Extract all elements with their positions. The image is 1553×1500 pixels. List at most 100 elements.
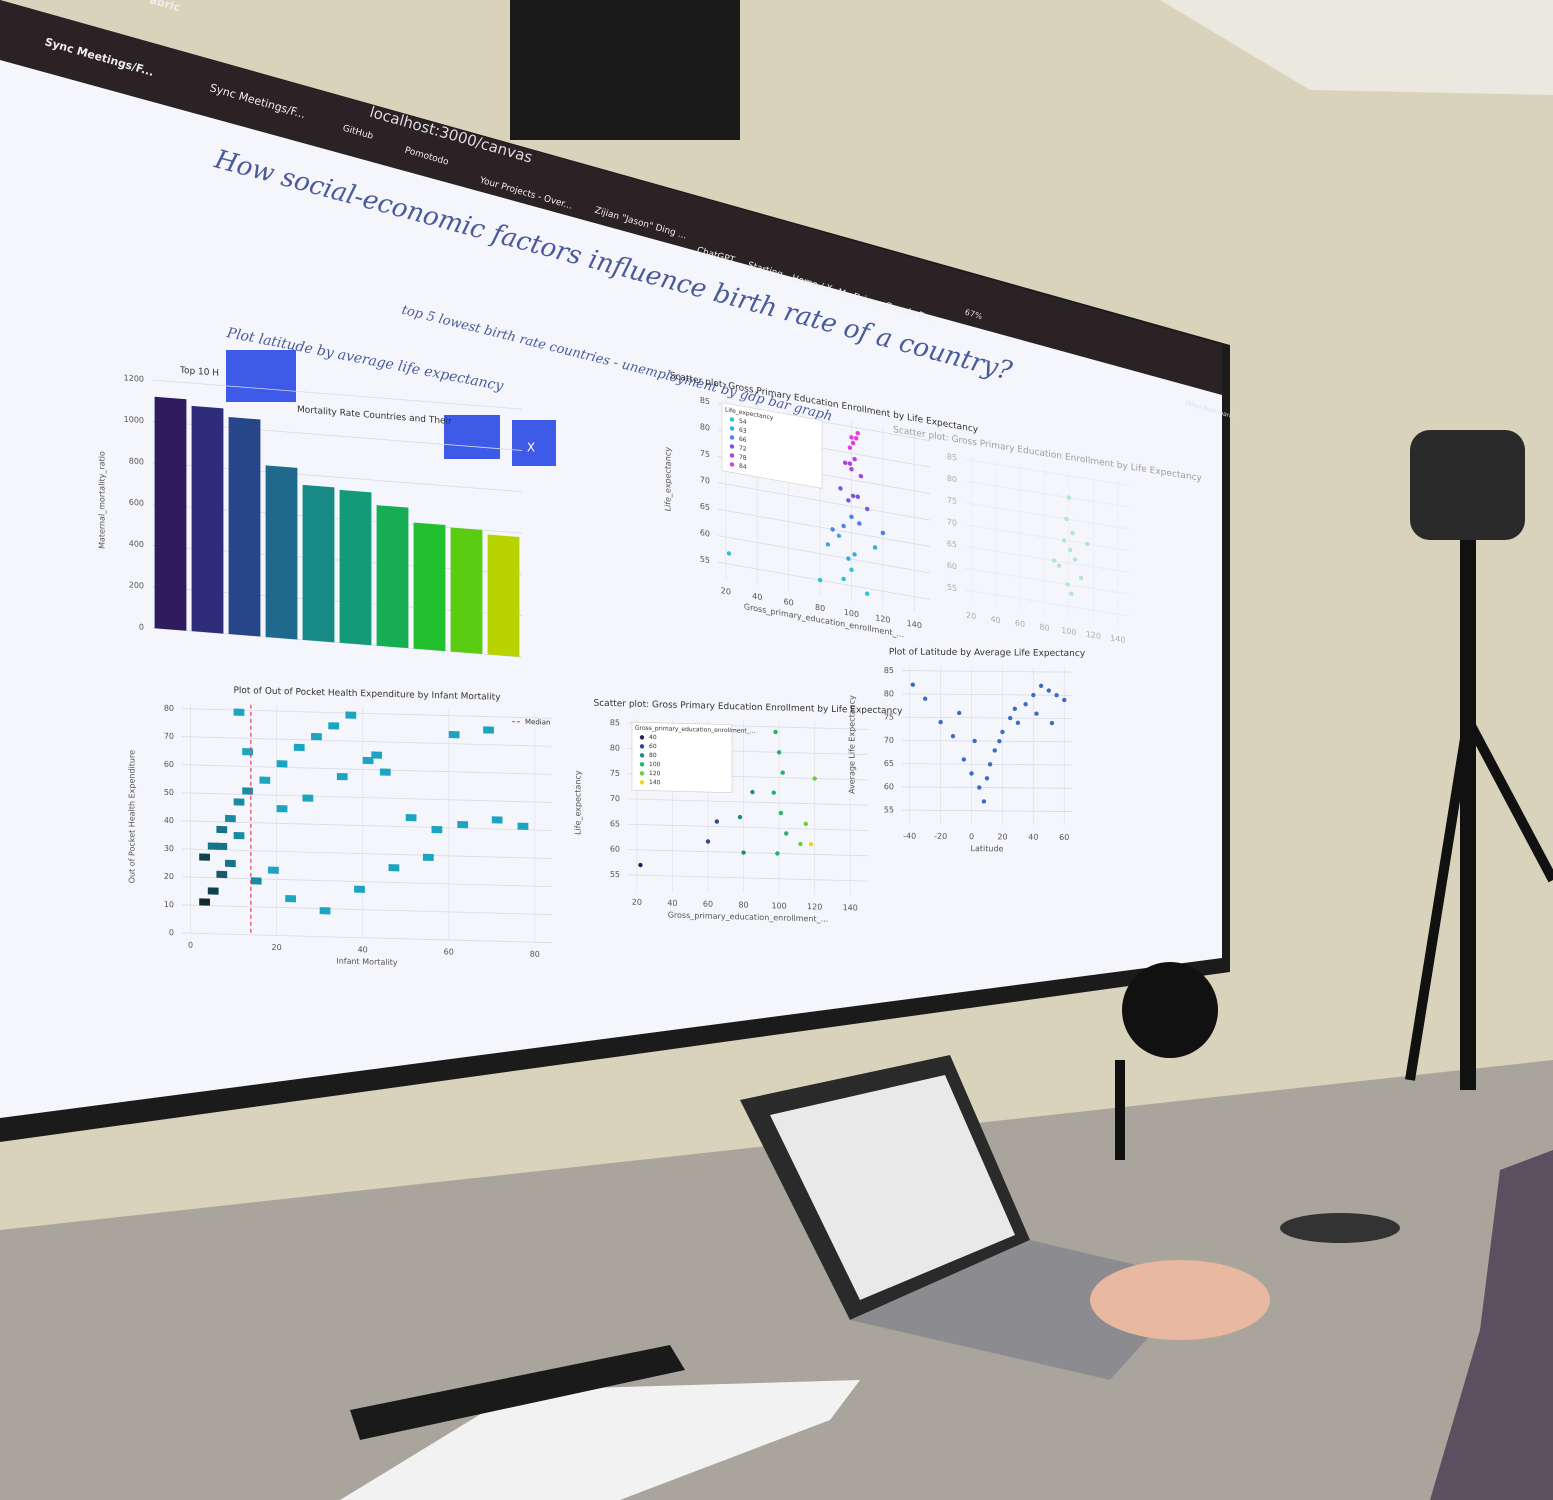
cell (276, 760, 288, 768)
cell (388, 864, 400, 872)
cell (422, 853, 434, 862)
cell (293, 743, 305, 752)
point (864, 506, 870, 512)
point (638, 862, 643, 868)
legend-label: 80 (649, 752, 657, 759)
tripod-camera (1410, 430, 1525, 540)
grid-line (628, 798, 868, 806)
x-tick-label: 60 (1015, 618, 1025, 629)
legend-label: 63 (739, 427, 747, 435)
cell (233, 708, 245, 716)
legend-swatch (729, 444, 735, 449)
legend-swatch (729, 462, 735, 467)
point (737, 814, 743, 820)
legend-label: 66 (739, 436, 747, 444)
point (846, 556, 851, 561)
chart-button[interactable] (226, 350, 296, 402)
cell (517, 822, 529, 830)
legend-label: 54 (739, 418, 747, 426)
legend-swatch (639, 771, 645, 776)
y-tick-label: 30 (164, 844, 174, 853)
y-tick-label: 55 (947, 583, 957, 594)
grid-line (902, 739, 1072, 743)
point (843, 460, 848, 466)
cell (431, 825, 443, 834)
point (972, 738, 977, 744)
point (981, 799, 987, 804)
x-tick-label: 140 (1110, 634, 1125, 645)
y-tick-label: 55 (610, 870, 620, 879)
point (741, 850, 746, 855)
point (853, 436, 859, 441)
chart-button[interactable] (444, 415, 500, 459)
y-tick-label: 70 (610, 794, 620, 803)
grid-line (902, 693, 1072, 696)
y-axis-label: Life_expectancy (664, 446, 673, 512)
screen-content (0, 58, 1222, 1118)
bar (191, 405, 224, 634)
y-tick-label: 80 (947, 474, 957, 485)
x-axis-label: Gross_primary_education_enrollment_... (668, 911, 829, 924)
point (922, 696, 928, 701)
cell (405, 814, 417, 822)
point (1069, 591, 1074, 596)
grid-line (902, 763, 1072, 766)
grid-line (965, 589, 1130, 617)
laptop-display (770, 1075, 1015, 1300)
bar (487, 534, 520, 657)
x-tick-label: 40 (752, 592, 762, 603)
point (910, 682, 916, 687)
close-label[interactable]: X (527, 441, 535, 455)
point (1061, 538, 1067, 543)
y-tick-label: 70 (700, 475, 710, 486)
grid-line (182, 848, 552, 859)
point (1078, 575, 1084, 581)
grid-line (965, 524, 1130, 552)
x-tick-label: 100 (771, 901, 786, 910)
grid-line (152, 379, 522, 410)
cell (457, 821, 469, 829)
point (1007, 715, 1013, 721)
point (1085, 541, 1090, 547)
point (849, 435, 854, 440)
legend-label: 40 (649, 734, 657, 741)
close-button[interactable] (512, 420, 556, 466)
point (775, 851, 780, 856)
microphone (1122, 962, 1218, 1058)
point (1052, 558, 1057, 563)
y-tick-label: 85 (947, 452, 957, 463)
legend-title: Gross_primary_education_enrollment_... (635, 725, 755, 735)
x-tick-label: 60 (784, 597, 794, 608)
legend: Gross_primary_education_enrollment_...40… (631, 721, 755, 794)
bar (450, 527, 483, 655)
legend-swatch (729, 417, 735, 422)
point (858, 473, 864, 479)
legend-swatch (729, 453, 735, 458)
y-tick-label: 80 (700, 422, 710, 433)
cell (319, 907, 331, 915)
cell (354, 885, 365, 893)
y-tick-label: 60 (884, 782, 894, 791)
legend-label: 78 (739, 454, 747, 462)
x-tick-label: 20 (272, 943, 282, 952)
x-tick-label: 80 (815, 603, 825, 614)
y-tick-label: 65 (947, 539, 957, 550)
point (841, 576, 846, 582)
y-tick-label: 0 (169, 928, 174, 937)
y-tick-label: 85 (610, 718, 620, 727)
y-tick-label: 60 (164, 760, 174, 769)
x-tick-label: 100 (844, 608, 859, 620)
point (1049, 720, 1055, 726)
x-tick-label: 40 (1028, 833, 1038, 842)
x-axis-label: Infant Mortality (336, 957, 398, 968)
point (857, 521, 862, 526)
y-tick-label: 40 (164, 816, 174, 825)
point (841, 523, 846, 529)
point (836, 533, 842, 539)
grid-line (902, 809, 1072, 812)
legend-swatch (639, 780, 645, 785)
point (992, 748, 997, 753)
point (705, 839, 711, 844)
point (1038, 683, 1044, 689)
